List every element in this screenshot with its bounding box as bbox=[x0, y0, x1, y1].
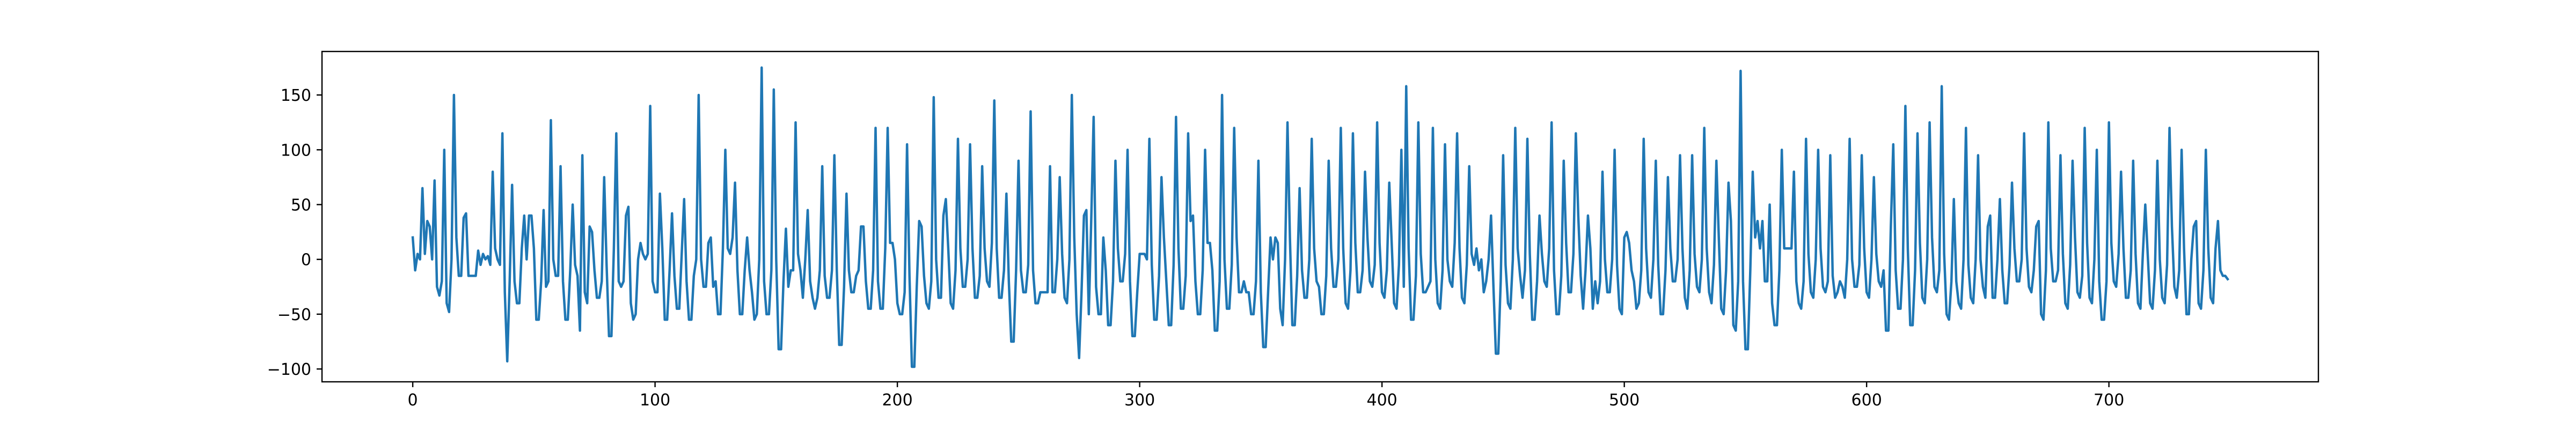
x-tick-label: 300 bbox=[1124, 391, 1155, 410]
x-tick-label: 600 bbox=[1851, 391, 1882, 410]
x-tick-label: 500 bbox=[1609, 391, 1640, 410]
x-tick-label: 700 bbox=[2094, 391, 2124, 410]
x-tick-label: 200 bbox=[882, 391, 912, 410]
y-tick-label: 150 bbox=[281, 86, 311, 105]
data-line bbox=[411, 66, 2230, 368]
y-tick-label: 100 bbox=[281, 141, 311, 160]
y-tick-label: −100 bbox=[267, 360, 311, 379]
plot-frame bbox=[321, 50, 2319, 383]
x-tick-label: 100 bbox=[640, 391, 670, 410]
y-tick-label: −50 bbox=[277, 306, 311, 324]
x-tick-label: 0 bbox=[408, 391, 418, 410]
y-tick-label: 50 bbox=[291, 196, 311, 215]
x-tick-label: 400 bbox=[1367, 391, 1397, 410]
y-tick-label: 0 bbox=[301, 251, 311, 270]
